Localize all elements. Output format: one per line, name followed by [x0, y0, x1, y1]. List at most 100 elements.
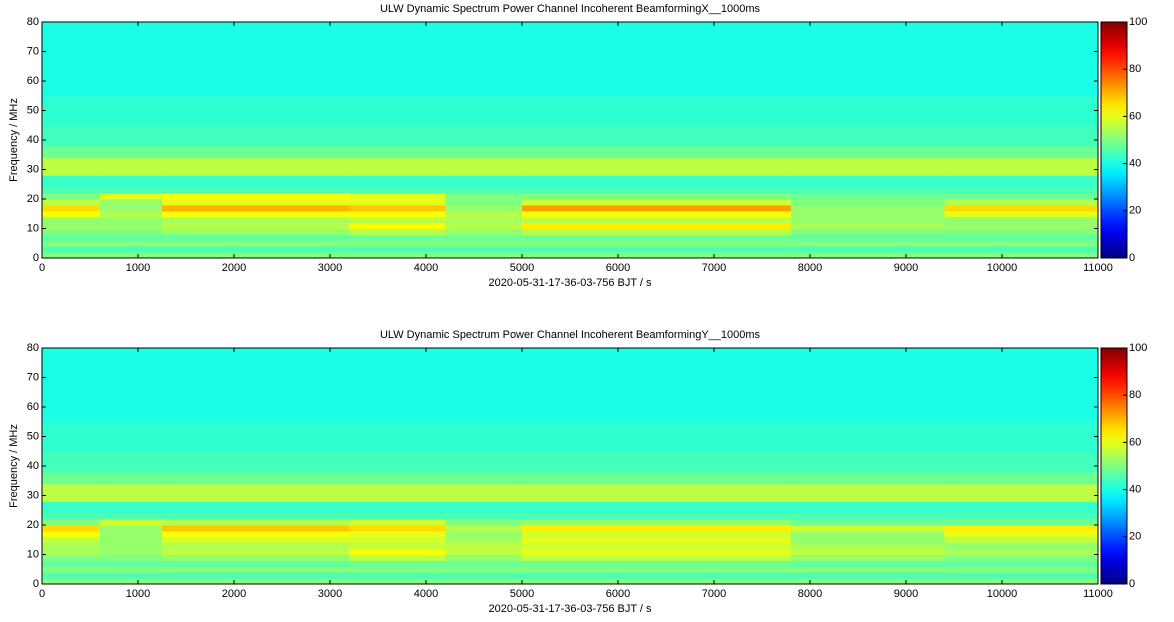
heatmap-cell [99, 246, 163, 253]
heatmap-cell [445, 542, 523, 550]
heatmap-cell [790, 471, 945, 485]
heatmap-cell [42, 199, 101, 206]
heatmap-cell [790, 145, 945, 159]
heatmap-cell [42, 175, 101, 188]
heatmap-cell [162, 578, 350, 585]
heatmap-cell [522, 187, 792, 194]
heatmap-cell [99, 578, 163, 585]
heatmap-cell [99, 187, 163, 194]
heatmap-cell [42, 210, 101, 218]
heatmap-cell [790, 572, 945, 579]
heatmap-cell [790, 348, 945, 423]
heatmap-cell [790, 483, 945, 502]
heatmap-cell [445, 519, 523, 526]
heatmap-cell [944, 554, 1099, 561]
heatmap-cell [445, 578, 523, 585]
heatmap-cell [944, 246, 1099, 253]
heatmap-cell [162, 228, 350, 235]
heatmap-cell [790, 542, 945, 550]
heatmap-cell [445, 175, 523, 188]
colorbar [1100, 347, 1128, 585]
heatmap-cell [349, 157, 446, 176]
heatmap-cell [790, 451, 945, 473]
heatmap-cell [522, 228, 792, 235]
heatmap-cell [162, 193, 350, 200]
heatmap-cell [349, 513, 446, 520]
heatmap-cell [162, 525, 350, 532]
heatmap-cell [445, 536, 523, 544]
heatmap-cell [42, 145, 101, 159]
y-tick-label: 30 [27, 489, 39, 501]
heatmap-cell [162, 240, 350, 247]
x-tick-label: 7000 [702, 588, 726, 600]
heatmap-cell [522, 216, 792, 224]
heatmap-cell [944, 187, 1099, 194]
heatmap-cell [99, 542, 163, 550]
heatmap-cell [162, 501, 350, 514]
x-tick-label: 5000 [510, 262, 534, 274]
heatmap-cell [349, 554, 446, 561]
heatmap-cell [99, 193, 163, 200]
x-tick-label: 3000 [318, 588, 342, 600]
colorbar-tick-label: 100 [1129, 342, 1147, 354]
heatmap-cell [162, 125, 350, 147]
heatmap-cell [790, 566, 945, 573]
heatmap-cell [944, 560, 1099, 567]
y-tick-label: 0 [33, 252, 39, 264]
heatmap-cell [522, 246, 792, 253]
heatmap-cell [522, 578, 792, 585]
heatmap-cell [162, 548, 350, 555]
heatmap-cell [944, 145, 1099, 159]
heatmap-cell [790, 204, 945, 212]
heatmap-cell [42, 525, 101, 532]
heatmap-cell [349, 451, 446, 473]
heatmap-cell [944, 240, 1099, 247]
heatmap-cell [944, 199, 1099, 206]
heatmap-cell [349, 193, 446, 200]
heatmap-cell [99, 22, 163, 97]
x-tick-label: 11000 [1083, 588, 1113, 600]
heatmap-cell [944, 222, 1099, 229]
heatmap-cell [944, 542, 1099, 550]
heatmap-cell [99, 451, 163, 473]
colorbar-tick-label: 60 [1129, 110, 1141, 122]
heatmap-cell [162, 483, 350, 502]
heatmap-cell [99, 554, 163, 561]
y-tick-label: 60 [27, 75, 39, 87]
heatmap-cell [99, 560, 163, 567]
heatmap-cell [522, 483, 792, 502]
heatmap-cell [162, 210, 350, 218]
heatmap-cell [790, 210, 945, 218]
y-tick-label: 50 [27, 104, 39, 116]
heatmap-cell [790, 246, 945, 253]
heatmap-cell [162, 471, 350, 485]
heatmap-cell [99, 530, 163, 538]
heatmap-cell [944, 513, 1099, 520]
heatmap-cell [445, 228, 523, 235]
heatmap-cell [445, 483, 523, 502]
heatmap-cell [162, 187, 350, 194]
heatmap-cell [522, 95, 792, 126]
colorbar [1100, 21, 1128, 259]
heatmap-cell [790, 501, 945, 514]
heatmap-cell [790, 519, 945, 526]
y-tick-label: 10 [27, 548, 39, 560]
heatmap-cell [944, 175, 1099, 188]
heatmap-cell [445, 572, 523, 579]
heatmap-cell [99, 157, 163, 176]
heatmap-cell [42, 193, 101, 200]
heatmap-cell [522, 222, 792, 229]
heatmap-cell [99, 216, 163, 224]
heatmap-cell [445, 348, 523, 423]
heatmap-cell [944, 471, 1099, 485]
heatmap-cell [99, 252, 163, 259]
heatmap-cell [99, 572, 163, 579]
heatmap-cell [42, 187, 101, 194]
heatmap-cell [522, 501, 792, 514]
y-tick-label: 40 [27, 460, 39, 472]
heatmap-cell [445, 513, 523, 520]
x-tick-label: 1000 [126, 588, 150, 600]
heatmap-cell [445, 157, 523, 176]
heatmap-cell [42, 542, 101, 550]
heatmap-cell [445, 525, 523, 532]
